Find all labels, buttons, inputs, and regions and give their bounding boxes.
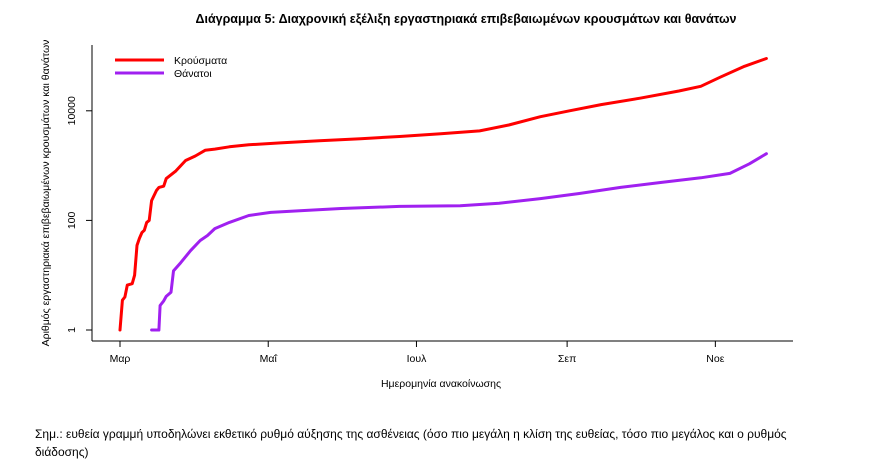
x-tick-label: Μαρ <box>110 353 131 365</box>
series-line-deaths <box>150 152 768 332</box>
chart: Διάγραμμα 5: Διαχρονική εξέλιξη εργαστηρ… <box>40 12 793 390</box>
x-tick-label: Σεπ <box>558 353 576 365</box>
legend: Κρούσματα Θάνατοι <box>115 55 227 80</box>
x-axis-title: Ημερομηνία ανακοίνωσης <box>381 378 501 390</box>
x-tick-label: Ιουλ <box>407 353 427 365</box>
legend-label-deaths: Θάνατοι <box>174 68 212 80</box>
y-ticks: 1 100 10000 <box>66 96 92 333</box>
chart-footnote: Σημ.: ευθεία γραμμή υποδηλώνει εκθετικό … <box>35 427 787 459</box>
chart-title: Διάγραμμα 5: Διαχρονική εξέλιξη εργαστηρ… <box>195 12 736 26</box>
y-axis-title: Αριθμός εργαστηριακά επιβεβαιωμένων κρου… <box>40 40 52 347</box>
x-tick-label: Μαΐ <box>260 353 278 365</box>
legend-label-cases: Κρούσματα <box>174 55 227 67</box>
x-tick-label: Νοε <box>706 353 724 365</box>
y-tick-label: 10000 <box>66 96 78 125</box>
x-ticks: Μαρ Μαΐ Ιουλ Σεπ Νοε <box>110 341 725 365</box>
y-tick-label: 100 <box>66 211 78 229</box>
y-tick-label: 1 <box>66 327 78 333</box>
series-lines <box>118 57 768 332</box>
series-line-cases <box>118 57 768 332</box>
